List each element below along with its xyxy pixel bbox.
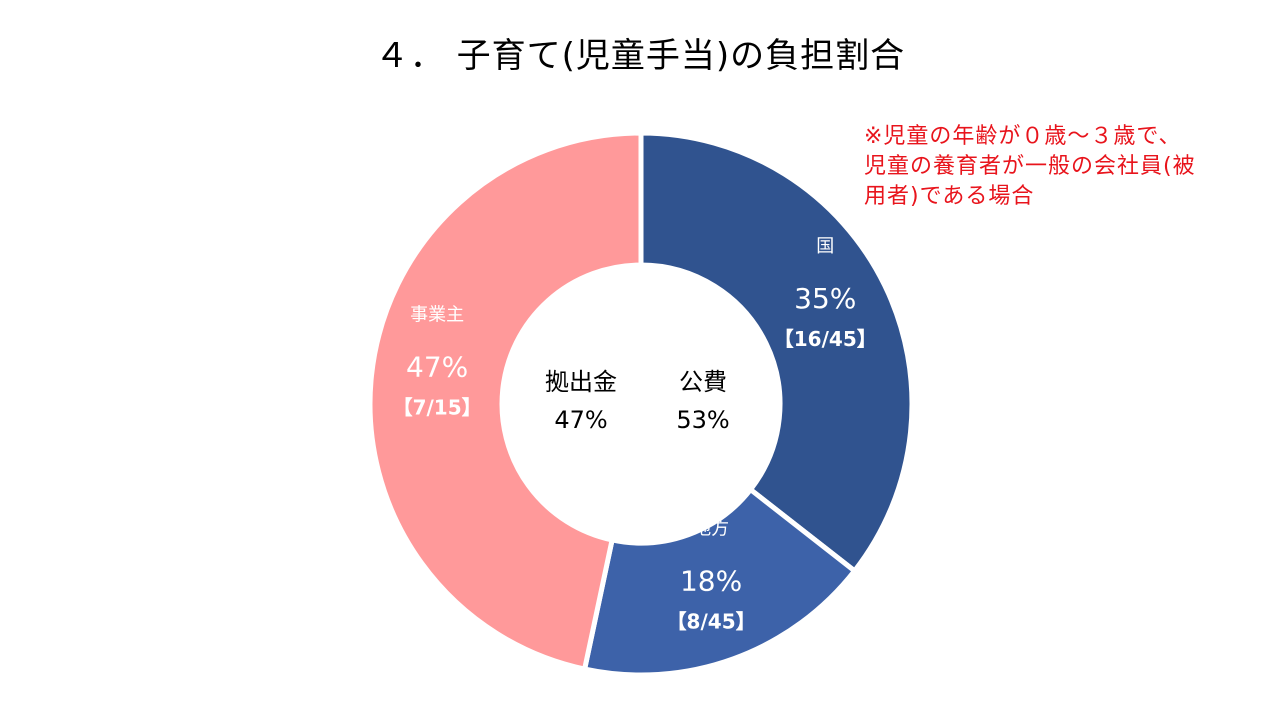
- center-right-label: 公費: [679, 368, 727, 396]
- chart-title: ４． 子育て(児童手当)の負担割合: [374, 36, 906, 76]
- slice-label-percent: 18%: [680, 565, 742, 598]
- slice-1: [582, 487, 858, 678]
- note-line: ※児童の年齢が０歳～３歳で、: [864, 124, 1182, 149]
- slice-2: [367, 130, 644, 672]
- center-left-label: 拠出金: [545, 368, 617, 396]
- note-box: ※児童の年齢が０歳～３歳で、 児童の養育者が一般の会社員(被 用者)である場合: [864, 122, 1264, 212]
- slice-label-percent: 35%: [794, 282, 856, 315]
- slice-label-fraction: 【16/45】: [774, 327, 877, 351]
- donut-slices: [367, 130, 915, 678]
- slice-label-name: 事業主: [410, 305, 464, 326]
- slice-label-percent: 47%: [406, 351, 468, 384]
- slice-labels: 国 35% 【16/45】地方 18% 【8/45】 事業主 47% 【7/15】: [393, 236, 877, 634]
- note-line: 児童の養育者が一般の会社員(被: [864, 154, 1196, 179]
- slice-label-name: 地方: [693, 519, 729, 540]
- slice-0: [638, 130, 915, 574]
- center-left-value: 47%: [554, 406, 607, 434]
- slice-label-fraction: 【8/45】: [667, 610, 756, 634]
- note-line: 用者)である場合: [864, 184, 1035, 209]
- center-right-value: 53%: [676, 406, 729, 434]
- slice-label-name: 国: [816, 236, 834, 257]
- slice-label-fraction: 【7/15】: [393, 396, 482, 420]
